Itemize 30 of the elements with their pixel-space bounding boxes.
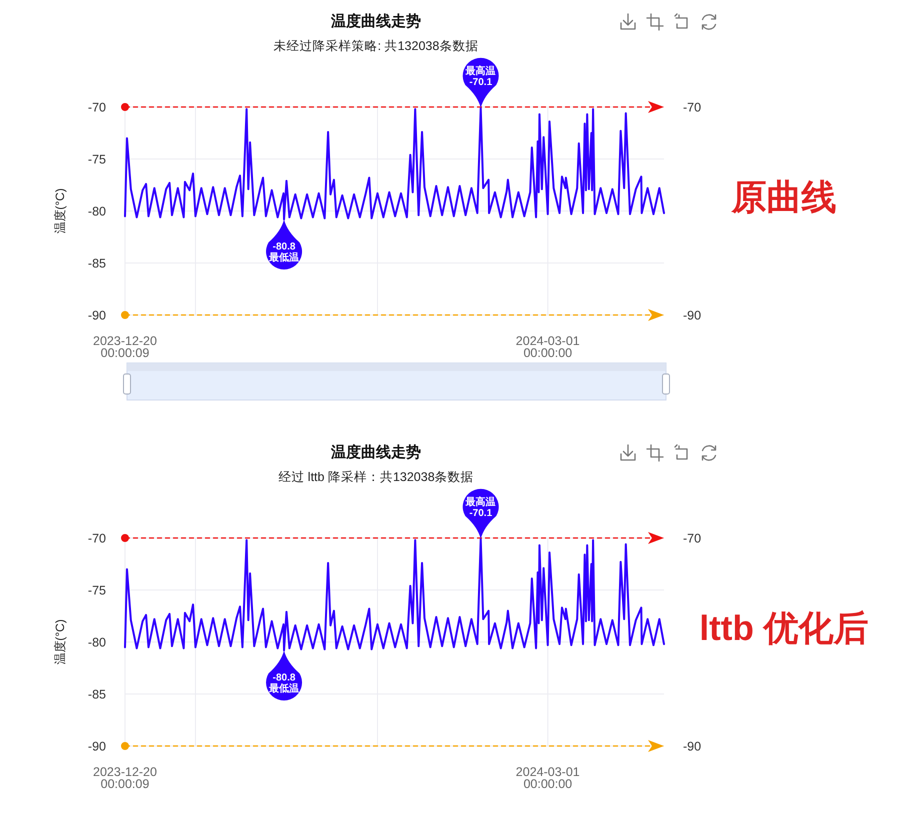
y-tick-label: -90: [88, 740, 106, 754]
annotation: -80.8 最低温: [268, 241, 300, 264]
ref-line-label: -70: [683, 100, 702, 114]
text: lttb 优化后: [699, 609, 869, 648]
chart-subtitle: 未经过降采样策略: 共132038条数据: [274, 39, 478, 53]
y-tick-label: -85: [88, 256, 106, 270]
y-tick-label: -80: [88, 204, 106, 218]
chart-title: 温度曲线走势: [330, 12, 421, 30]
x-tick-label: 2023-12-20 00:00:09: [93, 334, 158, 360]
y-tick-label: -80: [88, 636, 106, 650]
x-tick-label: 2024-03-01 00:00:00: [516, 765, 580, 791]
y-tick-label: -70: [88, 532, 106, 546]
ref-line-label: -90: [683, 308, 702, 322]
y-axis-title: 温度(°C): [53, 188, 67, 234]
annotation: 最高温 -70.1: [464, 65, 496, 88]
y-tick-label: -75: [88, 584, 106, 598]
chart-subtitle: 经过 lttb 降采样：共132038条数据: [278, 470, 474, 484]
y-tick-label: -75: [88, 152, 106, 166]
annotation: -80.8 最低温: [268, 672, 300, 694]
y-tick-label: -85: [88, 688, 106, 702]
y-tick-label: -90: [88, 308, 106, 322]
y-tick-label: -70: [88, 100, 106, 114]
x-tick-label: 2023-12-20 00:00:09: [93, 765, 158, 791]
text: 原曲线: [730, 178, 836, 217]
ref-line-label: -70: [683, 532, 702, 546]
chart-title: 温度曲线走势: [330, 443, 421, 461]
x-tick-label: 2024-03-01 00:00:00: [516, 334, 580, 360]
ref-line-label: -90: [683, 740, 702, 754]
annotation: 最高温 -70.1: [464, 496, 496, 520]
y-axis-title: 温度(°C): [53, 619, 67, 665]
